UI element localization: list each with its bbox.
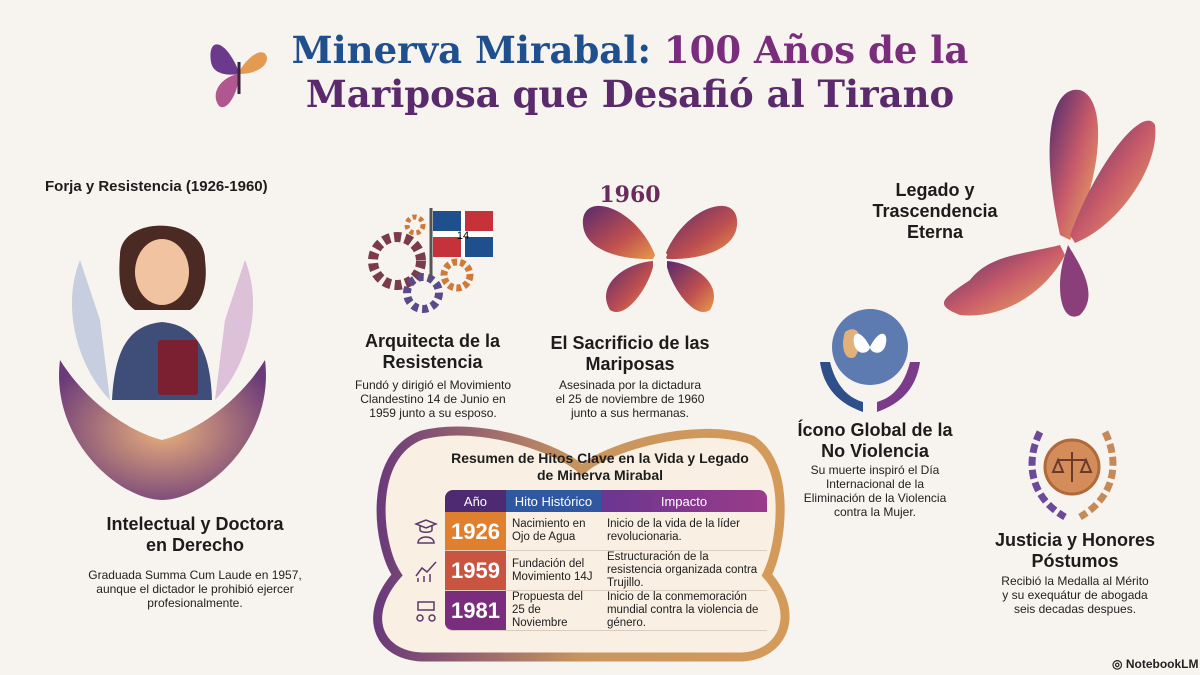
growth-chart-icon [415,561,437,582]
section-heading-legado: Legado y Trascendencia Eterna [872,180,998,242]
header-year: Año [445,490,506,512]
card-text-icono: Su muerte inspiró el Día Internacional d… [803,463,947,519]
year-1960: 1960 [599,182,661,208]
brand-label: NotebookLM [1125,657,1199,671]
title-part-years: 100 Años de la [663,28,969,72]
woman-portrait-illustration [59,225,266,500]
cell-milestone: Propuesta del 25 de Noviembre [505,591,601,631]
cell-year: 1926 [445,512,506,551]
table-row: 1959 Fundación del Movimiento 14J Estruc… [445,551,767,591]
title-part-name: Minerva Mirabal: [291,28,651,72]
card-title-justicia: Justicia y Honores Póstumos [994,530,1156,571]
people-network-icon [416,601,436,622]
card-text-arquitecta: Fundó y dirigió el Movimiento Clandestin… [354,378,512,420]
cell-impact: Estructuración de la resistencia organiz… [600,551,767,591]
cell-year: 1959 [445,551,506,591]
card-title-arquitecta: Arquitecta de la Resistencia [364,331,501,372]
gears-flag-icon: 14 [368,208,493,313]
card-title-sacrificio: El Sacrificio de las Mariposas [550,333,710,374]
broken-butterfly-icon [582,205,738,312]
cell-impact: Inicio de la vida de la líder revolucion… [600,512,767,551]
header-milestone: Hito Histórico [505,490,601,512]
cell-impact: Inicio de la conmemoración mundial contr… [600,591,767,631]
cell-milestone: Fundación del Movimiento 14J [505,551,601,591]
summary-title: Resumen de Hitos Clave en la Vida y Lega… [451,450,749,483]
card-title-icono: Ícono Global de la No Violencia [797,420,953,461]
cell-year: 1981 [445,591,506,631]
title-line2: Mariposa que Desafió al Tirano [305,72,955,116]
card-text-justicia: Recibió la Medalla al Mérito y su exequá… [1001,574,1149,616]
table-row: 1926 Nacimiento en Ojo de Agua Inicio de… [445,512,767,551]
butterfly-logo-icon [210,44,267,108]
notebooklm-brand: ◎ NotebookLM [1112,657,1198,671]
table-row: 1981 Propuesta del 25 de Noviembre Inici… [445,591,767,631]
card-text-sacrificio: Asesinada por la dictadura el 25 de novi… [555,378,705,420]
card-text-intelectual: Graduada Summa Cum Laude en 1957, aunque… [88,568,302,610]
flag-label: 14 [457,230,469,242]
page-title: Minerva Mirabal: 100 Años de la Mariposa… [270,28,990,116]
milestones-table: Año Hito Histórico Impacto 1926 Nacimien… [445,490,767,631]
section-heading-forja: Forja y Resistencia (1926-1960) [45,178,268,195]
laurel-medal-icon [1028,430,1117,521]
cell-milestone: Nacimiento en Ojo de Agua [505,512,601,551]
header-impact: Impacto [600,490,767,512]
card-title-intelectual: Intelectual y Doctora en Derecho [106,514,284,555]
globe-hands-icon [820,309,920,412]
table-header-row: Año Hito Histórico Impacto [445,490,767,512]
large-butterfly-illustration [943,89,1156,317]
graduate-icon [414,519,438,544]
notebooklm-logo-icon: ◎ [1112,657,1123,671]
